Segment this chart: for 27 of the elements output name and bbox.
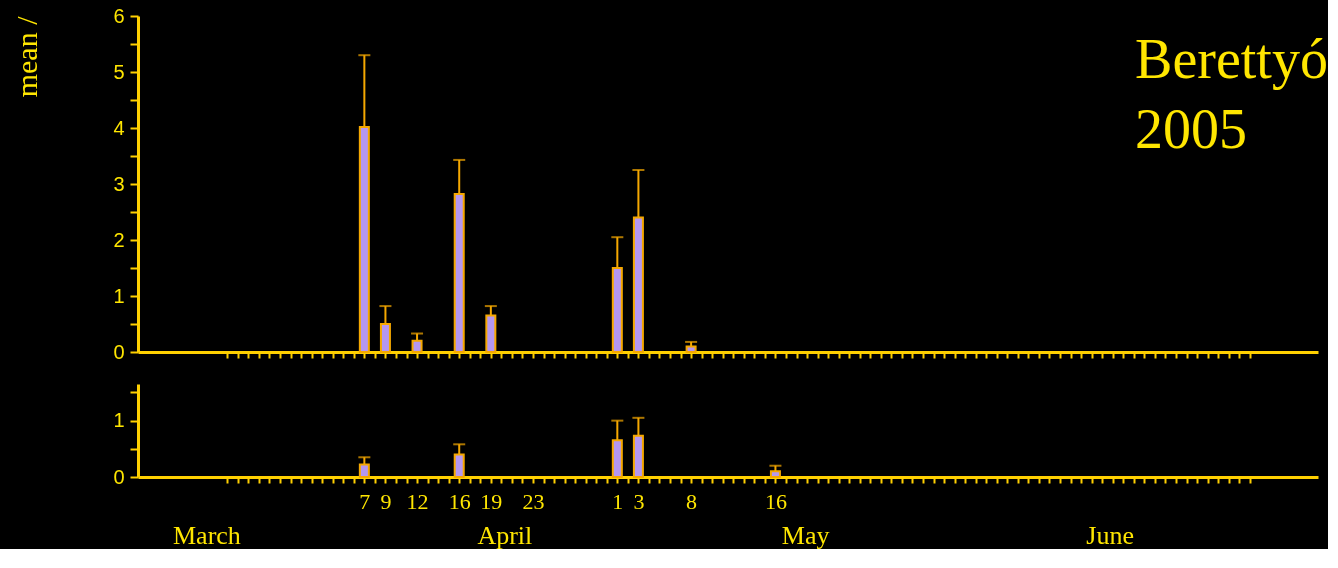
y-tick-label: 3 (113, 172, 125, 195)
text: March (173, 521, 241, 550)
x-tick-label: 8 (686, 488, 698, 514)
y-tick-label: 1 (113, 284, 125, 307)
x-tick-label: 19 (480, 488, 503, 514)
x-tick-label: 16 (448, 488, 471, 514)
x-tick-label: 9 (380, 488, 392, 514)
text: June (1086, 521, 1134, 550)
x-tick-label: 12 (406, 488, 429, 514)
y-tick-label: 4 (113, 116, 125, 139)
x-tick-label: 16 (764, 488, 787, 514)
annotation: Berettyó 2005 (1135, 28, 1328, 160)
y-tick-label: 0 (113, 340, 125, 363)
y-axis-title: mean / (10, 15, 44, 98)
text: May (781, 521, 830, 550)
bar (411, 339, 423, 353)
x-tick-label: 23 (522, 488, 545, 514)
bar (769, 470, 781, 478)
y-tick-label: 6 (113, 4, 125, 27)
y-tick-label: 5 (113, 60, 125, 83)
text: April (477, 521, 533, 550)
y-tick-label: 1 (113, 409, 125, 432)
x-tick-label: 1 (612, 488, 624, 514)
y-tick-label: 0 (113, 465, 125, 488)
x-tick-label: 7 (359, 488, 371, 514)
y-tick-label: 2 (113, 228, 125, 251)
x-tick-label: 3 (633, 488, 645, 514)
